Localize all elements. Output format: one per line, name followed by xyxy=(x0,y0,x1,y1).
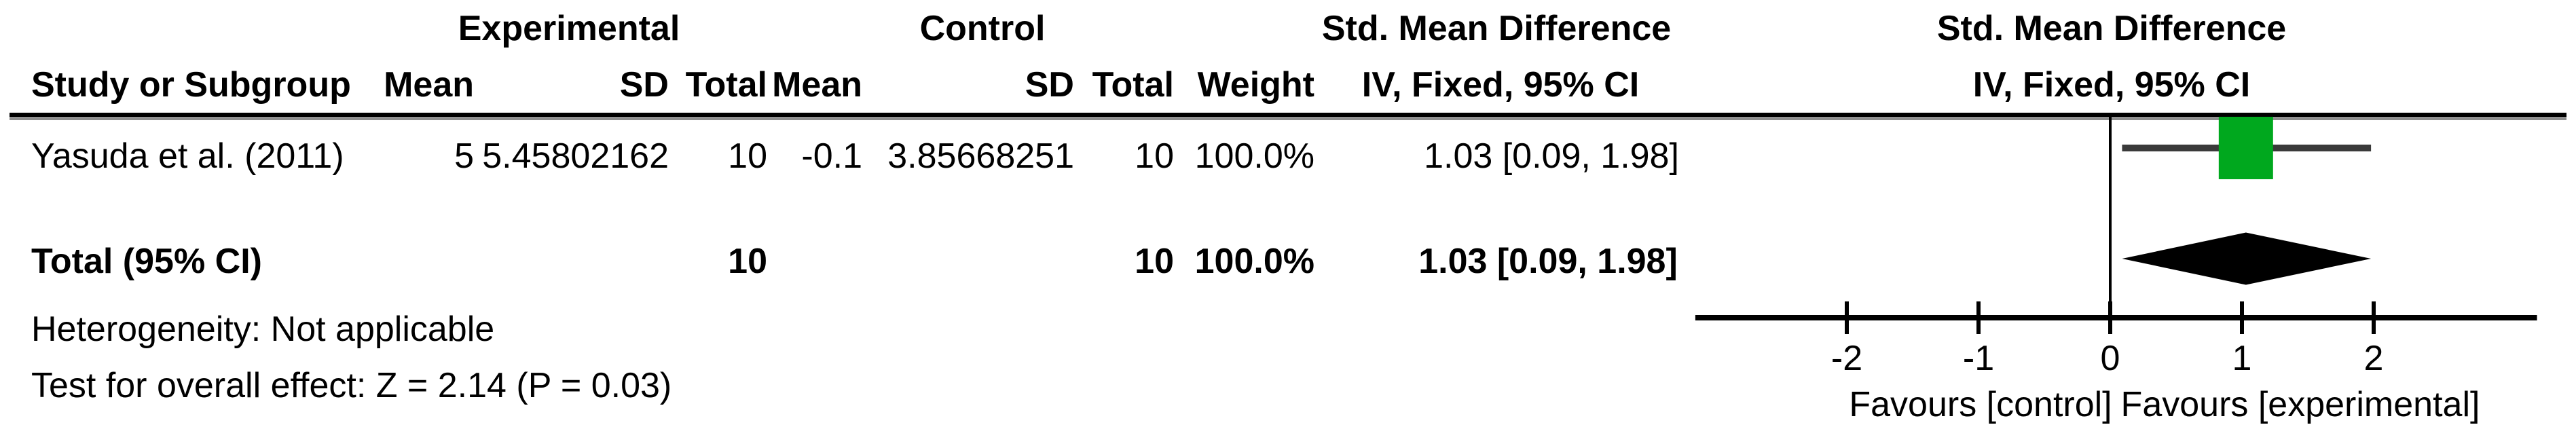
total-row-total-control: 10 xyxy=(1135,242,1174,281)
axis-tick-label: 0 xyxy=(2100,339,2120,378)
col-header-weight: Weight xyxy=(1197,65,1314,105)
axis-tick-mark xyxy=(2108,301,2112,334)
group-header-smd-table: Std. Mean Difference xyxy=(1321,9,1672,48)
axis-tick-mark xyxy=(2372,301,2376,334)
col-header-study: Study or Subgroup xyxy=(31,65,351,105)
axis-tick-label: 1 xyxy=(2232,339,2252,378)
study-row-sd-experimental: 5.45802162 xyxy=(482,136,669,176)
col-header-mean-control: Mean xyxy=(772,65,862,105)
heterogeneity-text: Heterogeneity: Not applicable xyxy=(31,310,495,349)
header-separator-black-line xyxy=(10,113,2566,117)
axis-tick-label: 2 xyxy=(2363,339,2384,378)
axis-tick-mark xyxy=(2240,301,2244,334)
overall-effect-text: Test for overall effect: Z = 2.14 (P = 0… xyxy=(31,366,672,405)
study-row-mean-experimental: 5 xyxy=(454,136,474,176)
study-row-weight: 100.0% xyxy=(1194,136,1314,176)
zero-line xyxy=(2109,117,2112,315)
total-row-ci-text: 1.03 [0.09, 1.98] xyxy=(1418,242,1678,281)
study-row-ci-text: 1.03 [0.09, 1.98] xyxy=(1424,136,1679,176)
study-row-sd-control: 3.85668251 xyxy=(887,136,1074,176)
group-header-control: Control xyxy=(919,9,1046,48)
group-header-experimental: Experimental xyxy=(458,9,680,48)
study-row-mean-control: -0.1 xyxy=(801,136,862,176)
col-header-mean-experimental: Mean xyxy=(384,65,474,105)
total-row-total-experimental: 10 xyxy=(728,242,767,281)
axis-tick-mark xyxy=(1845,301,1849,334)
col-header-ci-plot: IV, Fixed, 95% CI xyxy=(1972,65,2251,105)
col-header-total-experimental: Total xyxy=(685,65,767,105)
study-row-name: Yasuda et al. (2011) xyxy=(31,136,344,176)
col-header-sd-experimental: SD xyxy=(619,65,669,105)
study-row-total-control: 10 xyxy=(1135,136,1174,176)
total-row-label: Total (95% CI) xyxy=(31,242,262,281)
x-axis-line xyxy=(1695,315,2537,320)
col-header-sd-control: SD xyxy=(1025,65,1074,105)
favours-control-label: Favours [control] xyxy=(1849,385,2112,424)
group-header-smd-plot: Std. Mean Difference xyxy=(1936,9,2287,48)
axis-tick-label: -2 xyxy=(1830,339,1863,378)
header-separator-gray-line xyxy=(10,118,2566,120)
col-header-total-control: Total xyxy=(1092,65,1174,105)
axis-tick-label: -1 xyxy=(1962,339,1995,378)
axis-tick-mark xyxy=(1976,301,1981,334)
study-row-total-experimental: 10 xyxy=(728,136,767,176)
total-diamond xyxy=(2122,232,2372,285)
total-row-weight: 100.0% xyxy=(1194,242,1314,281)
favours-experimental-label: Favours [experimental] xyxy=(2120,385,2480,424)
study-weight-square xyxy=(2218,117,2273,179)
col-header-ci-table: IV, Fixed, 95% CI xyxy=(1361,65,1640,105)
